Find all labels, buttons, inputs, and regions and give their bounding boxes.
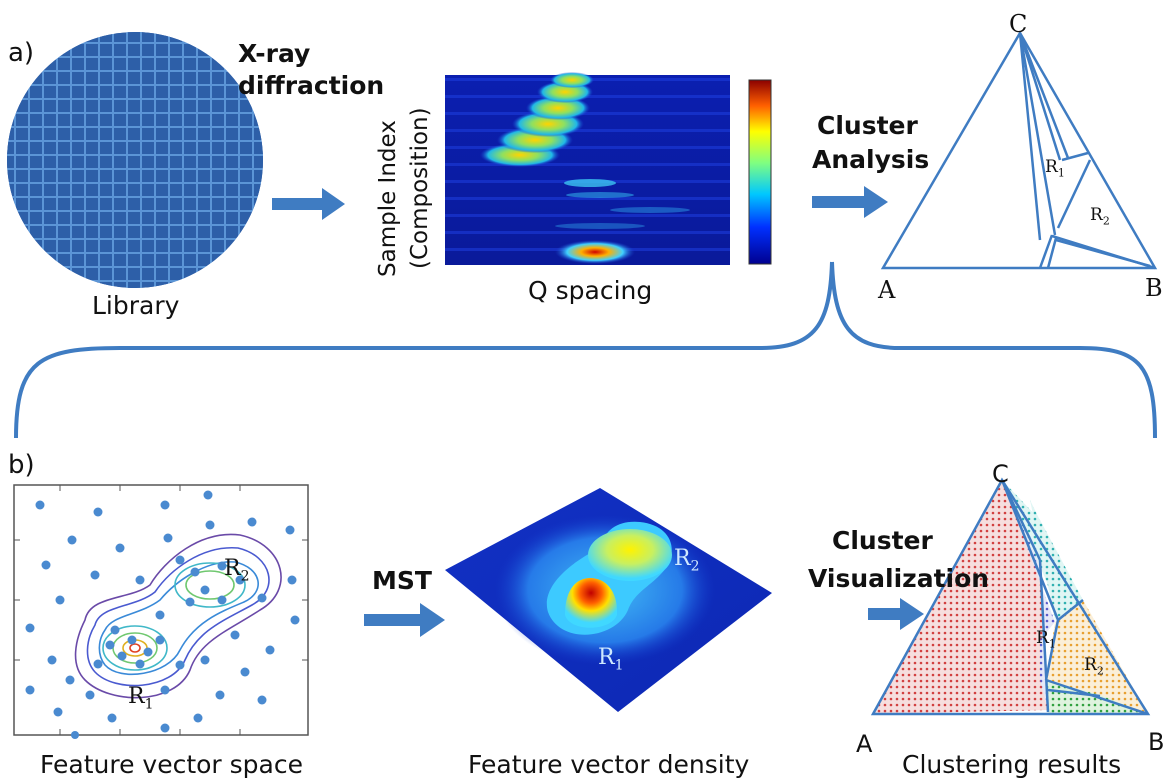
arrow-mst (364, 603, 445, 637)
heatmap-colorbar (748, 79, 772, 265)
panel-bracket (14, 261, 1157, 439)
density-region-2: R2 (674, 546, 700, 575)
ternary-diagram-b (870, 477, 1151, 716)
ternary-diagram-a (880, 30, 1158, 270)
panel-b-tag: b) (8, 450, 35, 480)
mst-label: MST (372, 566, 432, 595)
panel-a-tag: a) (8, 38, 35, 68)
ternary-a-vertex-c: C (1009, 10, 1028, 38)
arrow-cluster-visualization (868, 598, 924, 630)
feature-space-plot (13, 484, 309, 739)
ternary-b-vertex-a: A (856, 730, 873, 758)
caption-feature-space: Feature vector space (40, 750, 304, 779)
caption-feature-density: Feature vector density (468, 750, 750, 779)
ternary-a-region-1: R1 (1045, 157, 1065, 180)
heatmap-ylabel-line2: (Composition) (407, 107, 433, 269)
result-region-2: R2 (1084, 655, 1104, 678)
caption-clustering-results: Clustering results (902, 750, 1122, 779)
density-surface (445, 488, 772, 712)
ternary-a-vertex-b: B (1145, 274, 1163, 302)
ternary-b-vertex-c: C (992, 460, 1009, 488)
cluster-analysis-line2: Analysis (812, 145, 930, 174)
result-region-1: R1 (1036, 628, 1056, 651)
arrow-library-to-heatmap (272, 188, 345, 220)
ternary-a-region-2: R2 (1090, 205, 1110, 228)
density-region-1: R1 (598, 645, 624, 674)
space-region-2: R2 (224, 556, 250, 585)
space-region-1: R1 (128, 684, 154, 713)
cluster-visualization-line1: Cluster (832, 526, 933, 555)
cluster-analysis-line1: Cluster (817, 111, 918, 140)
heatmap-xlabel: Q spacing (528, 276, 653, 305)
library-caption: Library (92, 291, 180, 320)
ternary-b-vertex-b: B (1148, 728, 1165, 756)
arrow-to-cluster-analysis (812, 186, 888, 218)
wafer-library (7, 32, 263, 288)
ternary-a-vertex-a: A (878, 276, 896, 304)
xrd-heatmap (445, 72, 730, 265)
cluster-visualization-line2: Visualization (808, 564, 990, 593)
xrd-label-line1: X-ray (238, 39, 311, 68)
xrd-label-line2: diffraction (238, 71, 385, 100)
heatmap-ylabel-line1: Sample Index (375, 120, 401, 277)
